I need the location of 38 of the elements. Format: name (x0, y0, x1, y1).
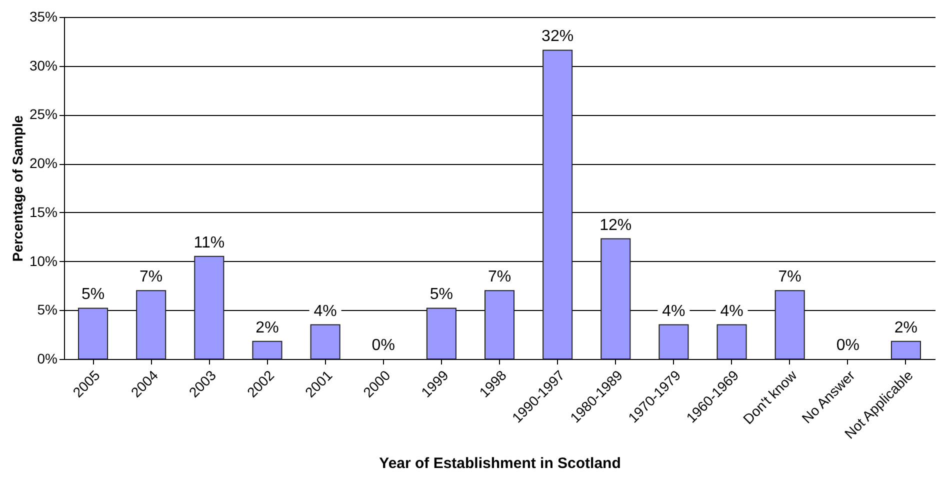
y-axis-title: Percentage of Sample (9, 115, 26, 262)
data-label: 2% (256, 319, 279, 336)
data-label: 7% (778, 268, 802, 286)
bar (310, 324, 340, 360)
data-label: 0% (836, 337, 860, 354)
data-label: 11% (194, 234, 225, 252)
bar (658, 324, 689, 360)
data-label: 32% (542, 28, 574, 46)
bar (600, 238, 631, 360)
bar (484, 290, 515, 360)
data-label: 0% (372, 337, 395, 354)
y-tick-label: 15% (29, 204, 58, 220)
y-tick-label: 20% (29, 155, 58, 172)
data-label: 4% (720, 302, 744, 320)
y-tick-label: 10% (29, 252, 58, 269)
data-label: 12% (600, 216, 632, 234)
y-tick-label: 25% (29, 106, 58, 122)
bar (194, 256, 224, 360)
y-tick-label: 0% (37, 350, 58, 366)
bar (136, 290, 166, 360)
data-label: 5% (430, 286, 453, 304)
y-tick-label: 35% (29, 8, 58, 24)
data-label: 5% (81, 286, 105, 304)
bar (426, 308, 456, 360)
data-label: 4% (314, 302, 337, 320)
bar (542, 50, 573, 360)
data-label: 7% (488, 268, 512, 286)
y-tick-label: 30% (29, 57, 58, 74)
bar (78, 308, 108, 360)
data-label: 2% (894, 319, 918, 336)
data-label: 4% (662, 302, 686, 320)
bar (774, 290, 805, 360)
data-label: 7% (140, 268, 163, 286)
bar (890, 340, 921, 360)
x-axis-title: Year of Establishment in Scotland (379, 455, 621, 472)
y-tick-label: 5% (37, 302, 58, 318)
bar (252, 340, 282, 360)
bar (716, 324, 747, 360)
